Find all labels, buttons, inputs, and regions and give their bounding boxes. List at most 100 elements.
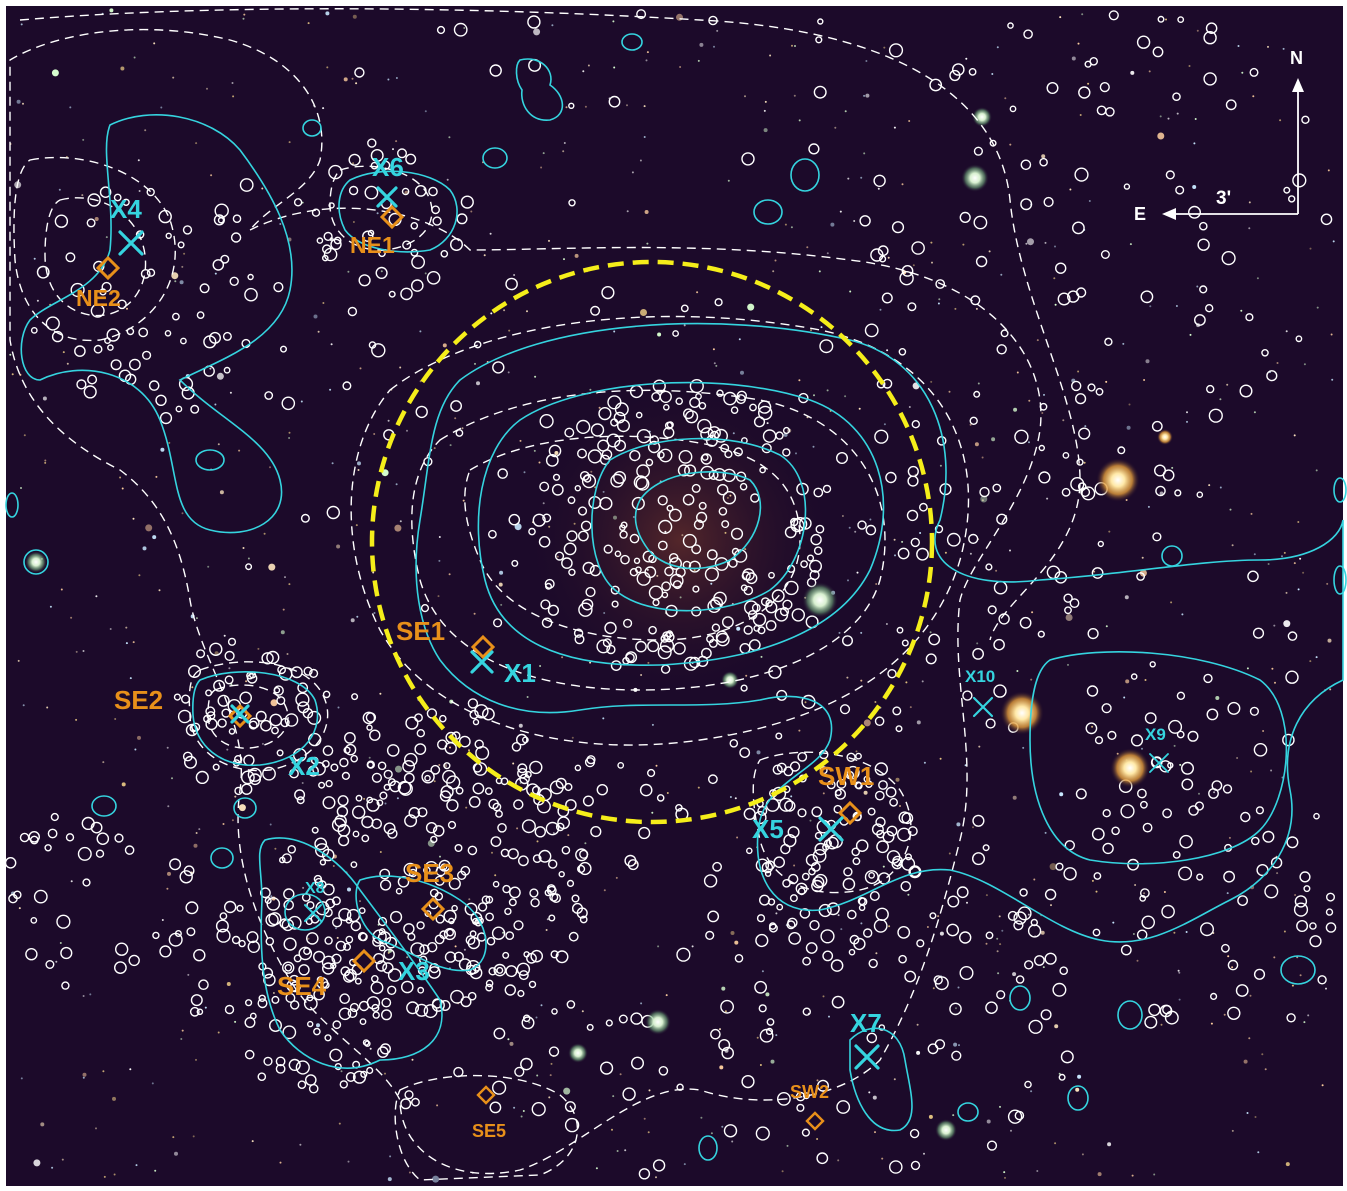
galaxy-ring bbox=[244, 1017, 256, 1029]
star bbox=[138, 574, 141, 577]
galaxy-ring bbox=[675, 804, 683, 812]
galaxy-ring bbox=[900, 881, 912, 892]
galaxy-ring bbox=[485, 979, 494, 988]
star bbox=[1274, 681, 1276, 684]
galaxy-ring bbox=[1187, 730, 1199, 742]
galaxy-ring bbox=[404, 1090, 414, 1100]
galaxy-ring bbox=[682, 493, 695, 506]
diamond-icon bbox=[805, 1111, 825, 1131]
star bbox=[552, 832, 555, 835]
star bbox=[82, 650, 85, 652]
galaxy-ring bbox=[276, 696, 286, 706]
galaxy-ring bbox=[1152, 46, 1164, 58]
galaxy-ring bbox=[47, 828, 58, 839]
star bbox=[272, 992, 275, 994]
star bbox=[36, 299, 39, 302]
star bbox=[550, 1062, 553, 1065]
galaxy-ring bbox=[1007, 22, 1014, 29]
galaxy-ring bbox=[504, 907, 512, 916]
star bbox=[640, 674, 643, 676]
galaxy-ring bbox=[927, 1043, 939, 1055]
galaxy-ring bbox=[311, 208, 321, 217]
galaxy-ring bbox=[638, 1168, 651, 1180]
star bbox=[1022, 746, 1025, 749]
star bbox=[1299, 557, 1302, 560]
galaxy-ring bbox=[1172, 851, 1181, 859]
galaxy-ring bbox=[746, 847, 753, 855]
galaxy-ring bbox=[316, 237, 324, 244]
galaxy-ring bbox=[996, 513, 1008, 525]
galaxy-ring bbox=[434, 934, 445, 945]
star bbox=[154, 1169, 157, 1172]
galaxy-ring bbox=[1155, 485, 1166, 497]
star bbox=[373, 612, 376, 614]
galaxy-ring bbox=[296, 796, 305, 805]
star bbox=[144, 129, 147, 132]
galaxy-ring bbox=[351, 693, 359, 701]
star bbox=[69, 106, 72, 109]
galaxy-ring bbox=[383, 948, 395, 961]
galaxy-ring bbox=[683, 408, 694, 420]
galaxy-ring bbox=[614, 402, 629, 417]
galaxy-ring bbox=[1059, 966, 1068, 976]
star bbox=[322, 302, 325, 304]
star bbox=[1198, 792, 1200, 795]
star bbox=[1170, 601, 1173, 604]
galaxy-ring bbox=[524, 771, 532, 779]
xray-contour bbox=[1067, 1085, 1089, 1111]
galaxy-ring bbox=[538, 787, 552, 802]
galaxy-ring bbox=[339, 757, 349, 768]
star bbox=[664, 530, 667, 533]
galaxy-ring bbox=[383, 783, 391, 791]
galaxy-ring bbox=[313, 1027, 321, 1036]
galaxy-ring bbox=[876, 829, 885, 839]
galaxy-ring bbox=[313, 988, 325, 1001]
subgroup-label-se3: SE3 bbox=[405, 858, 454, 888]
star bbox=[710, 582, 713, 585]
galaxy-ring bbox=[657, 540, 668, 551]
star bbox=[1250, 512, 1253, 515]
galaxy-ring bbox=[1093, 872, 1102, 880]
galaxy-ring bbox=[892, 706, 902, 716]
galaxy-ring bbox=[647, 440, 661, 454]
galaxy-ring bbox=[440, 863, 448, 871]
galaxy-ring bbox=[714, 298, 723, 307]
galaxy-ring bbox=[633, 557, 641, 564]
galaxy-ring bbox=[648, 625, 657, 635]
star bbox=[883, 423, 886, 426]
galaxy-ring bbox=[979, 486, 990, 498]
star bbox=[204, 1006, 207, 1009]
star bbox=[765, 992, 770, 997]
star bbox=[1145, 359, 1150, 364]
star bbox=[1075, 1087, 1080, 1092]
galaxy-ring bbox=[986, 1140, 998, 1151]
subgroup-label-sw1: SW1 bbox=[818, 761, 874, 791]
galaxy-ring bbox=[675, 397, 684, 406]
star bbox=[513, 1106, 516, 1109]
galaxy-ring bbox=[636, 571, 651, 586]
cross-icon bbox=[376, 186, 398, 208]
galaxy-ring bbox=[196, 649, 206, 659]
galaxy-ring bbox=[247, 767, 262, 782]
galaxy-ring bbox=[739, 482, 748, 491]
star bbox=[280, 630, 285, 635]
star bbox=[1329, 688, 1332, 691]
star bbox=[307, 22, 310, 25]
galaxy-ring bbox=[446, 799, 459, 812]
xray-contour bbox=[753, 199, 783, 225]
xray-contour bbox=[284, 893, 326, 931]
galaxy-ring bbox=[682, 533, 697, 548]
star bbox=[958, 1044, 960, 1047]
galaxy-ring bbox=[649, 435, 660, 445]
galaxy-ring bbox=[550, 950, 559, 959]
galaxy-ring bbox=[446, 775, 461, 790]
star bbox=[729, 796, 732, 798]
galaxy-ring bbox=[722, 616, 734, 628]
galaxy-ring bbox=[1070, 477, 1085, 492]
star bbox=[756, 750, 761, 755]
galaxy-ring bbox=[836, 1100, 851, 1114]
star bbox=[384, 802, 387, 805]
galaxy-ring bbox=[539, 481, 550, 492]
star bbox=[279, 223, 282, 225]
galaxy-ring bbox=[1094, 736, 1104, 745]
